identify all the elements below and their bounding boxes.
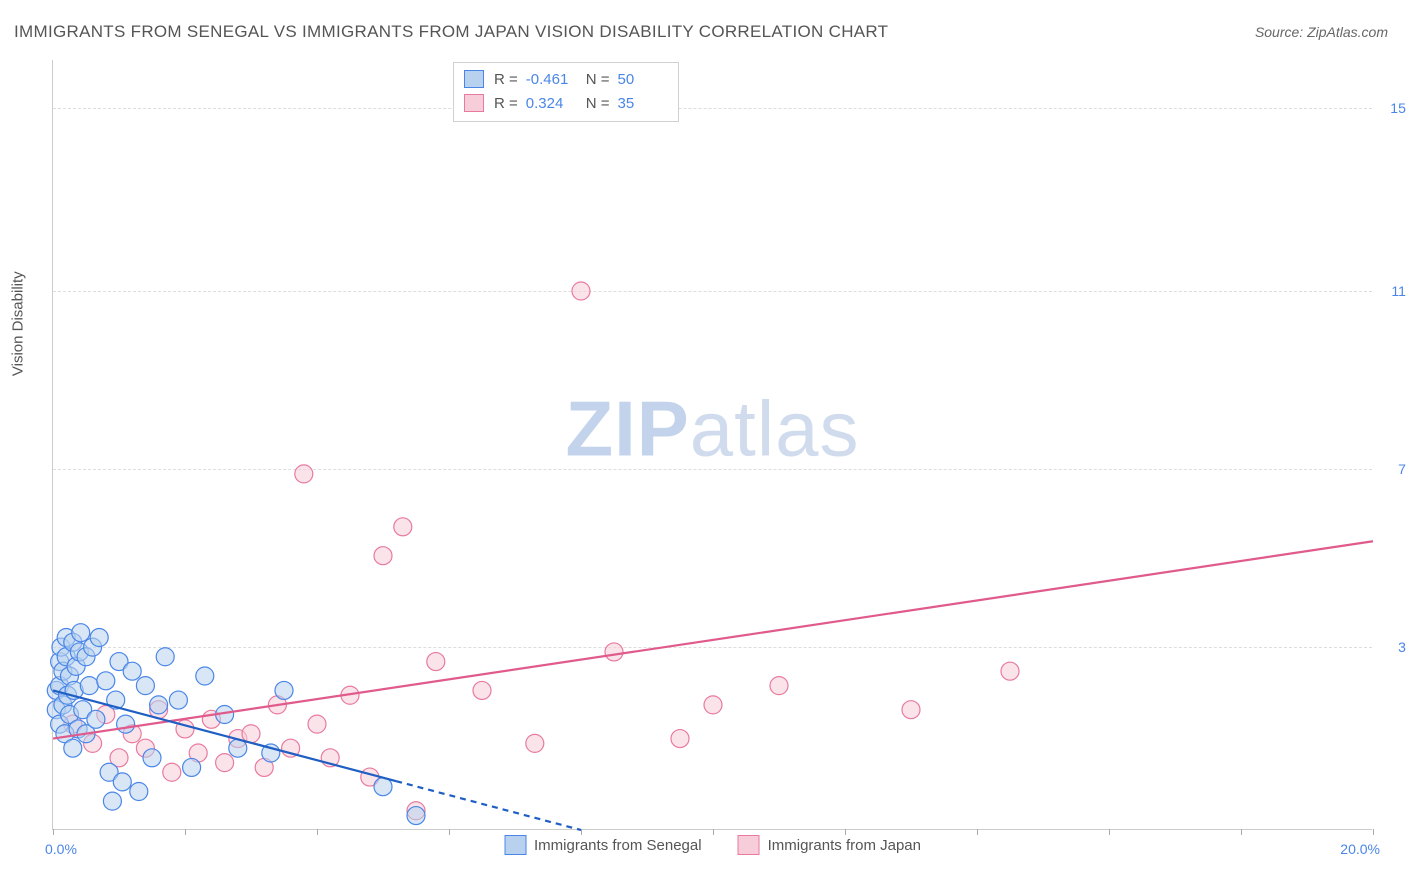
scatter-point <box>275 681 293 699</box>
scatter-point <box>117 715 135 733</box>
scatter-point <box>156 648 174 666</box>
scatter-point <box>97 672 115 690</box>
stats-row-japan: R = 0.324 N = 35 <box>464 91 668 115</box>
scatter-point <box>770 677 788 695</box>
legend: Immigrants from Senegal Immigrants from … <box>504 835 921 855</box>
scatter-point <box>605 643 623 661</box>
x-axis-max-label: 20.0% <box>1340 841 1380 857</box>
stat-n-label: N = <box>586 71 610 88</box>
plot-area: ZIPatlas 3.8%7.5%11.2%15.0% R = -0.461 N… <box>52 60 1372 830</box>
chart-title: IMMIGRANTS FROM SENEGAL VS IMMIGRANTS FR… <box>14 22 888 42</box>
scatter-point <box>704 696 722 714</box>
x-tick <box>1373 829 1374 835</box>
scatter-point <box>130 783 148 801</box>
scatter-point <box>80 677 98 695</box>
scatter-point <box>196 667 214 685</box>
scatter-point <box>394 518 412 536</box>
x-tick <box>53 829 54 835</box>
stats-box: R = -0.461 N = 50 R = 0.324 N = 35 <box>453 62 679 122</box>
swatch-senegal <box>464 70 484 88</box>
stat-n-label: N = <box>586 95 610 112</box>
y-tick-label: 7.5% <box>1398 461 1406 477</box>
scatter-point <box>163 763 181 781</box>
x-tick <box>317 829 318 835</box>
stat-r-label: R = <box>494 95 518 112</box>
x-tick <box>1241 829 1242 835</box>
scatter-point <box>103 792 121 810</box>
stat-r-japan: 0.324 <box>526 95 576 112</box>
scatter-point <box>87 710 105 728</box>
source-attribution: Source: ZipAtlas.com <box>1255 24 1388 40</box>
scatter-point <box>143 749 161 767</box>
scatter-point <box>64 739 82 757</box>
scatter-point <box>671 730 689 748</box>
scatter-point <box>136 677 154 695</box>
scatter-point <box>150 696 168 714</box>
scatter-point <box>72 624 90 642</box>
scatter-point <box>902 701 920 719</box>
scatter-point <box>308 715 326 733</box>
stat-r-senegal: -0.461 <box>526 71 576 88</box>
x-tick <box>185 829 186 835</box>
stats-row-senegal: R = -0.461 N = 50 <box>464 67 668 91</box>
y-tick-label: 11.2% <box>1391 283 1406 299</box>
stat-n-senegal: 50 <box>618 71 668 88</box>
legend-item-japan: Immigrants from Japan <box>738 835 921 855</box>
legend-item-senegal: Immigrants from Senegal <box>504 835 702 855</box>
scatter-point <box>572 282 590 300</box>
stat-n-japan: 35 <box>618 95 668 112</box>
scatter-point <box>90 629 108 647</box>
scatter-point <box>526 734 544 752</box>
legend-label-japan: Immigrants from Japan <box>768 837 921 854</box>
scatter-point <box>183 758 201 776</box>
x-tick <box>1109 829 1110 835</box>
legend-swatch-japan <box>738 835 760 855</box>
x-axis-min-label: 0.0% <box>45 841 77 857</box>
y-axis-label: Vision Disability <box>10 271 27 376</box>
scatter-point <box>407 807 425 825</box>
y-tick-label: 15.0% <box>1390 100 1406 116</box>
scatter-svg <box>53 60 1372 829</box>
swatch-japan <box>464 94 484 112</box>
scatter-point <box>123 662 141 680</box>
scatter-point <box>169 691 187 709</box>
scatter-point <box>295 465 313 483</box>
stat-r-label: R = <box>494 71 518 88</box>
scatter-point <box>113 773 131 791</box>
legend-swatch-senegal <box>504 835 526 855</box>
x-tick <box>977 829 978 835</box>
scatter-point <box>216 754 234 772</box>
x-tick <box>449 829 450 835</box>
legend-label-senegal: Immigrants from Senegal <box>534 837 702 854</box>
scatter-point <box>473 681 491 699</box>
scatter-point <box>427 653 445 671</box>
scatter-point <box>374 547 392 565</box>
scatter-point <box>1001 662 1019 680</box>
y-tick-label: 3.8% <box>1398 639 1406 655</box>
